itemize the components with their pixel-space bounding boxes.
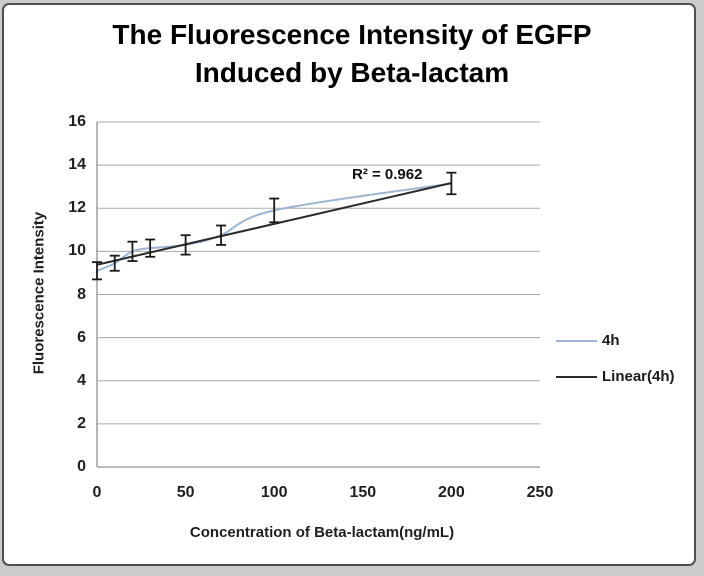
y-tick-label: 14: [68, 156, 86, 174]
legend-item: 4h: [556, 331, 675, 350]
series-line-linear-4h-: [96, 182, 452, 266]
y-tick-label: 10: [68, 242, 86, 260]
series-line-4h: [96, 182, 452, 272]
y-tick-label: 8: [77, 285, 86, 303]
x-tick-label: 150: [349, 484, 377, 501]
legend-label: Linear(4h): [602, 368, 675, 385]
x-tick-label: 200: [438, 484, 465, 501]
x-axis-title: Concentration of Beta-lactam(ng/mL): [189, 524, 455, 541]
chart-panel: [2, 3, 696, 566]
y-tick-label: 0: [77, 458, 86, 475]
y-tick-label: 2: [77, 414, 86, 432]
legend-line-sample: [556, 339, 597, 342]
legend-line-sample: [556, 375, 597, 378]
chart-title: The Fluorescence Intensity of EGFP Induc…: [112, 19, 592, 88]
y-tick-label: 16: [68, 113, 86, 130]
x-tick-label: 50: [176, 484, 195, 501]
legend-label: 4h: [602, 332, 620, 349]
x-tick-label: 100: [260, 484, 288, 501]
y-tick-label: 12: [68, 199, 86, 217]
legend: 4h Linear(4h): [556, 331, 675, 386]
x-tick-label: 0: [92, 484, 102, 501]
x-tick-label: 250: [526, 484, 554, 501]
y-tick-label: 6: [77, 328, 86, 346]
r-squared-annotation: R² = 0.962: [352, 166, 423, 183]
legend-item: Linear(4h): [556, 367, 675, 386]
y-tick-label: 4: [77, 371, 86, 389]
